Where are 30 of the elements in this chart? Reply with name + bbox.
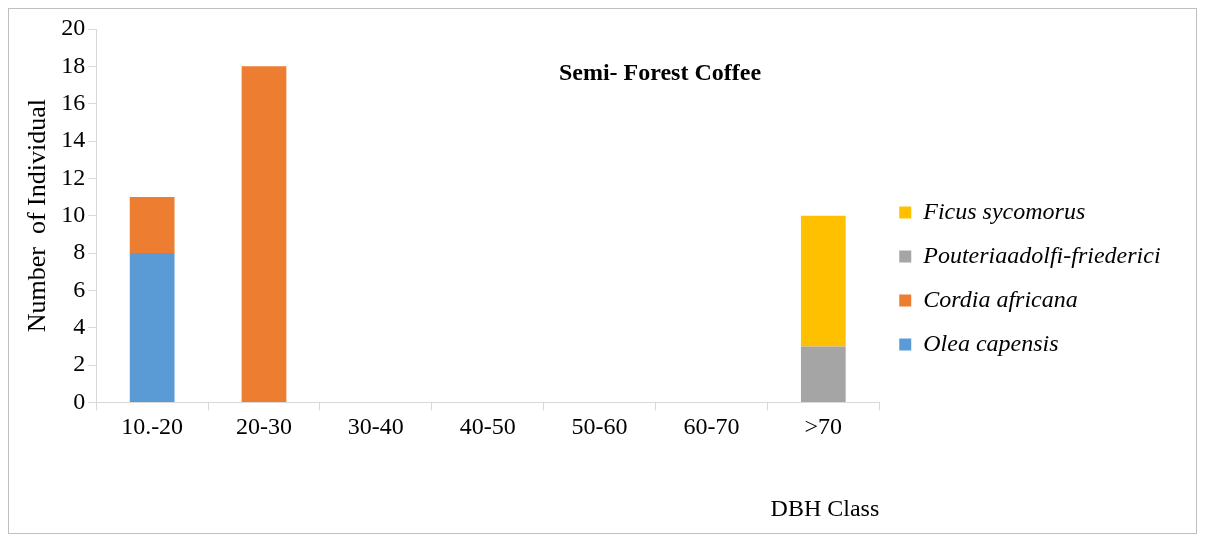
x-tick-label: 30-40: [347, 413, 404, 440]
bar: [241, 66, 287, 402]
bar: [129, 197, 175, 254]
x-tick-label: 10.-20: [121, 413, 184, 440]
legend-label: Olea capensis: [923, 329, 1059, 356]
x-tick-label: >70: [804, 413, 843, 440]
text: Semi- Forest Coffee: [558, 59, 762, 86]
y-tick-label: 14: [61, 126, 86, 153]
y-tick-label: 20: [61, 14, 86, 41]
y-tick-label: 16: [61, 88, 86, 115]
y-axis-title: Number of Individual: [22, 99, 52, 333]
bar: [129, 253, 175, 402]
x-axis-title: DBH Class: [770, 494, 880, 521]
y-tick-label: 10: [61, 201, 86, 227]
x-tick-label: 40-50: [459, 413, 516, 440]
y-tick-label: 8: [73, 238, 86, 265]
y-tick-label: 0: [73, 387, 86, 414]
bar: [800, 215, 846, 347]
y-tick-label: 12: [61, 163, 86, 190]
legend-label: Cordia africana: [923, 285, 1078, 312]
y-tick-label: 4: [73, 313, 86, 340]
y-tick-label: 18: [61, 51, 86, 78]
y-tick-label: 2: [73, 350, 86, 377]
legend-label: Pouteriaadolfi-friederici: [922, 241, 1161, 268]
y-tick-label: 6: [73, 275, 86, 302]
x-tick-label: 20-30: [236, 413, 292, 440]
x-tick-label: 60-70: [683, 413, 740, 440]
x-tick-label: 50-60: [571, 413, 628, 440]
legend-label: Ficus sycomorus: [922, 197, 1086, 224]
bar: [800, 346, 846, 402]
